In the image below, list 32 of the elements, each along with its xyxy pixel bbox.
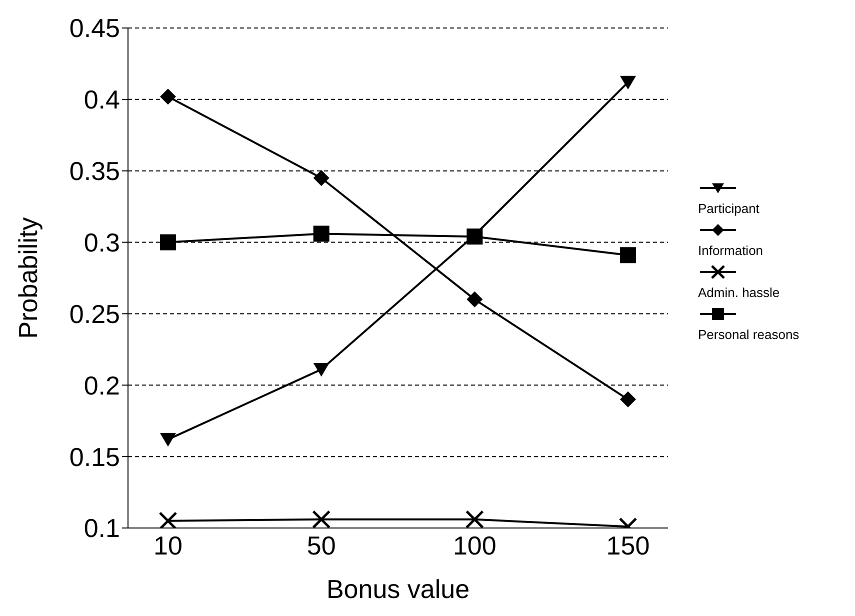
point [160,234,176,250]
y-tick-label: 0.1 [84,513,120,544]
point [465,510,484,528]
x-tick-label: 50 [306,530,336,560]
legend-label: Information [698,243,764,258]
y-tick-label: 0.2 [84,370,120,400]
y-tick-label: 0.35 [69,156,120,186]
y-tick-label: 0.3 [84,228,120,258]
y-tick-label: 0.4 [84,84,120,115]
point [466,291,483,308]
point [620,76,636,90]
x-tick-label: 100 [452,530,496,560]
x-tick-label: 150 [606,530,650,560]
point [313,170,330,186]
legend-label: Personal reasons [698,327,800,342]
y-tick-label: 0.15 [69,442,120,472]
point [466,228,483,245]
legend-label: Admin. hassle [698,285,781,300]
legend-label: Participant [698,201,760,216]
point [620,247,636,264]
y-tick-label: 0.45 [69,13,120,44]
y-tick-label: 0.25 [69,298,120,329]
x-tick-label: 10 [154,530,182,560]
point [312,510,331,528]
x-axis-title: Bonus value [326,574,470,604]
point [158,512,178,528]
y-axis-title: Probability [13,217,44,339]
point [313,363,330,377]
point [160,88,176,105]
point [620,391,636,408]
point [160,433,176,447]
point [313,226,330,242]
